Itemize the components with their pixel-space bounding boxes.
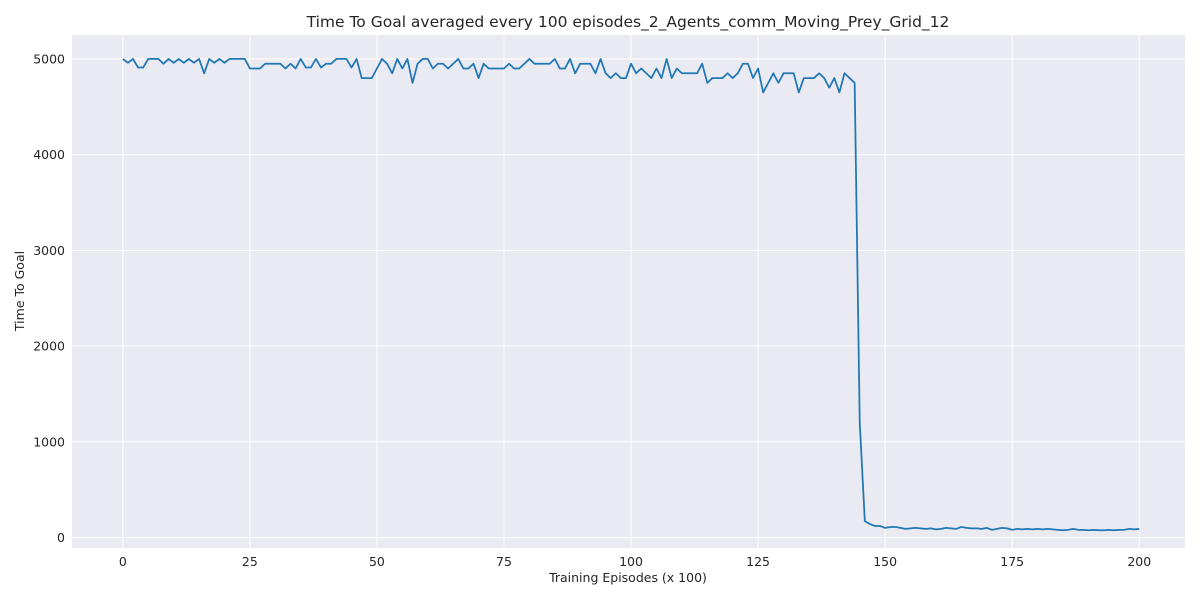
y-tick-label: 1000 <box>33 434 65 449</box>
x-axis-label: Training Episodes (x 100) <box>548 570 707 585</box>
x-tick-label: 175 <box>1000 554 1024 569</box>
x-tick-label: 100 <box>619 554 643 569</box>
y-tick-label: 0 <box>57 530 65 545</box>
x-tick-label: 0 <box>119 554 127 569</box>
x-tick-label: 200 <box>1127 554 1151 569</box>
grid-layer <box>72 35 1185 548</box>
x-tick-label: 125 <box>746 554 770 569</box>
y-tick-label: 4000 <box>33 147 65 162</box>
y-tick-label: 5000 <box>33 51 65 66</box>
tick-labels: 0 25 50 75 100 125 150 175 200010002000300040005… <box>33 51 1151 569</box>
x-tick-label: 50 <box>369 554 385 569</box>
x-tick-label: 25 <box>242 554 258 569</box>
data-line <box>122 58 1140 532</box>
y-tick-label: 2000 <box>33 339 65 354</box>
y-axis-label: Time To Goal <box>12 251 27 332</box>
plot-background <box>72 35 1185 548</box>
chart-title: Time To Goal averaged every 100 episodes… <box>306 13 950 32</box>
x-tick-label: 150 <box>873 554 897 569</box>
y-tick-label: 3000 <box>33 243 65 258</box>
x-tick-label: 75 <box>496 554 512 569</box>
